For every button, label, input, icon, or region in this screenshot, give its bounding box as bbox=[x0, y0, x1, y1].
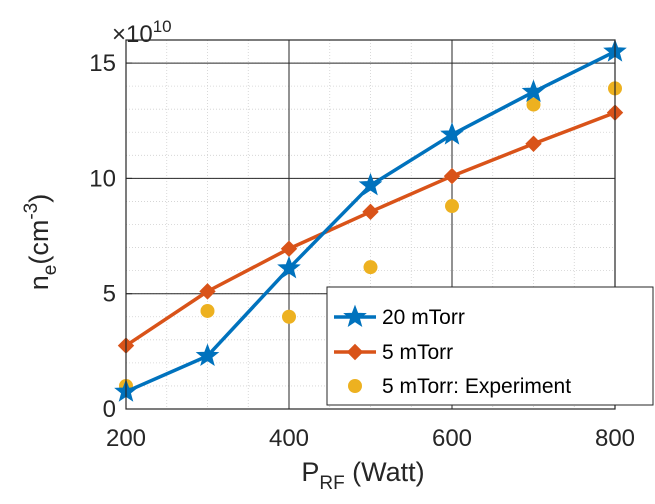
legend-item: 20 mTorr bbox=[334, 304, 465, 329]
legend-marker bbox=[346, 343, 364, 361]
data-point bbox=[277, 255, 301, 279]
x-tick-label: 200 bbox=[106, 425, 146, 452]
legend-marker bbox=[343, 304, 367, 328]
x-tick-label: 600 bbox=[432, 425, 472, 452]
plot-area-border bbox=[125, 39, 616, 410]
data-point bbox=[521, 79, 546, 102]
data-point bbox=[443, 167, 461, 185]
data-point bbox=[199, 283, 216, 300]
y-axis-multiplier: ×1010 bbox=[112, 17, 172, 48]
data-point bbox=[526, 97, 541, 112]
y-tick-label: 5 bbox=[103, 281, 116, 308]
legend-item: 5 mTorr bbox=[334, 341, 453, 364]
legend-label: 5 mTorr bbox=[382, 341, 453, 364]
tick-labels: 200 400 600 800 0 5 10 15 bbox=[89, 50, 635, 452]
data-point bbox=[362, 203, 379, 221]
data-point bbox=[440, 122, 464, 145]
legend-box bbox=[326, 286, 654, 406]
y-tick-label: 10 bbox=[89, 165, 116, 192]
data-point bbox=[358, 172, 383, 196]
data-point bbox=[363, 260, 378, 275]
data-point bbox=[282, 309, 296, 324]
legend-item: 5 mTorr: Experiment bbox=[348, 375, 571, 398]
legend-marker bbox=[348, 379, 362, 393]
data-point bbox=[445, 199, 459, 214]
data-point bbox=[195, 343, 220, 367]
data-point bbox=[280, 240, 298, 257]
data-point bbox=[200, 303, 215, 318]
y-axis-label: ne(cm-3) bbox=[21, 194, 61, 291]
legend-label: 20 mTorr bbox=[382, 306, 465, 329]
legend-label: 5 mTorr: Experiment bbox=[382, 375, 571, 398]
series-5-mtorr bbox=[117, 104, 624, 354]
x-tick-label: 800 bbox=[595, 425, 635, 452]
legend: 20 mTorr 5 mTorr 5 mTorr: Experiment bbox=[326, 286, 654, 406]
x-tick-label: 400 bbox=[269, 425, 309, 452]
y-tick-label: 0 bbox=[103, 396, 116, 423]
y-tick-label: 15 bbox=[89, 50, 116, 77]
data-point bbox=[525, 135, 542, 152]
x-axis-label: PRF (Watt) bbox=[301, 457, 424, 494]
